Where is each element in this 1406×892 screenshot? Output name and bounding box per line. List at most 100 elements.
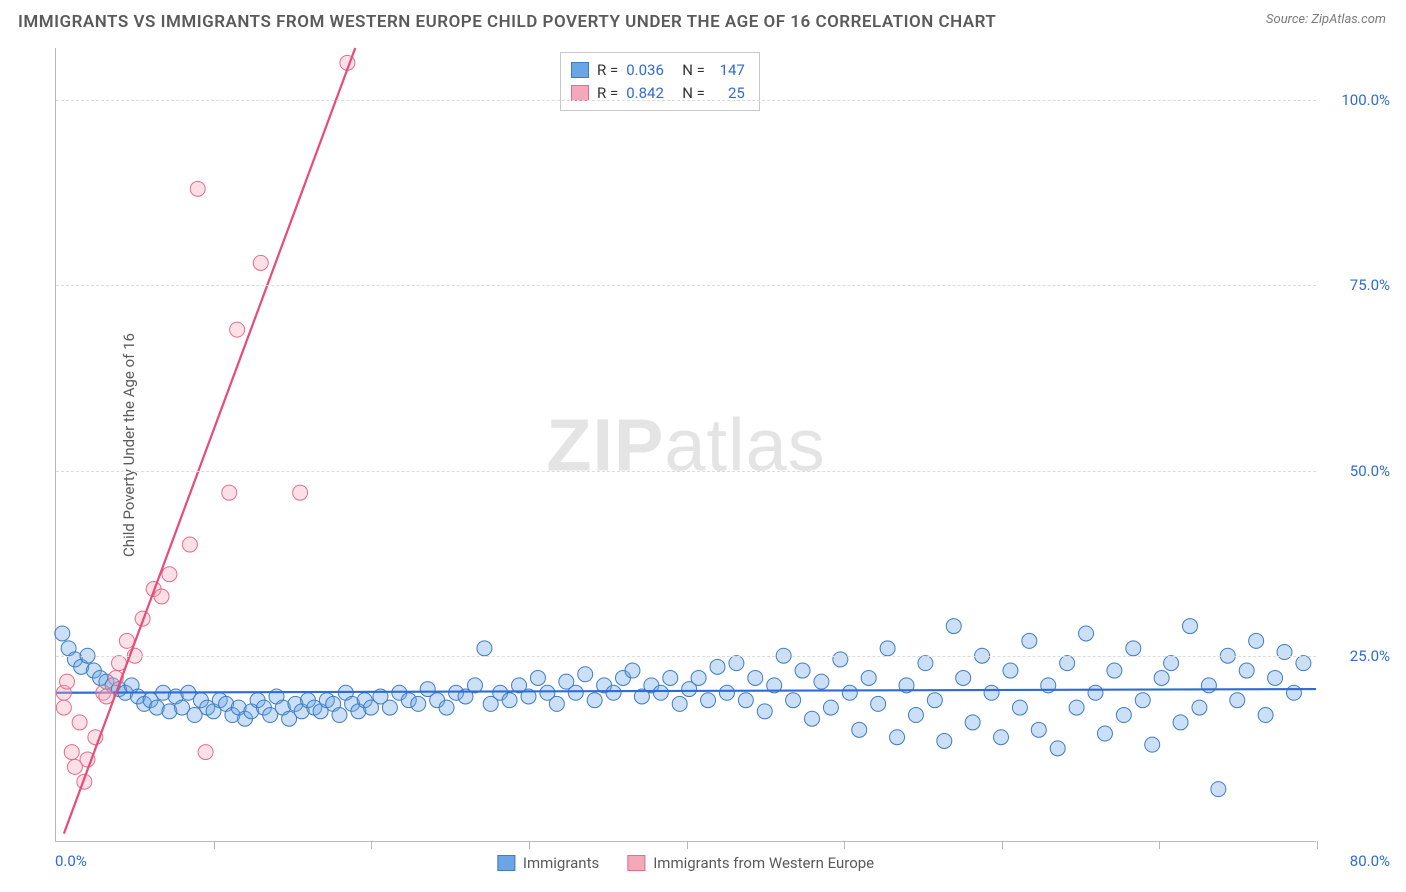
data-point xyxy=(382,700,397,715)
y-tick-label: 75.0% xyxy=(1326,276,1390,294)
data-point xyxy=(918,656,933,671)
data-point xyxy=(852,722,867,737)
data-point xyxy=(738,693,753,708)
data-point xyxy=(64,745,79,760)
y-tick-label: 25.0% xyxy=(1326,647,1390,665)
data-point xyxy=(230,322,245,337)
data-point xyxy=(222,485,237,500)
data-point xyxy=(1286,685,1301,700)
x-axis-min-label: 0.0% xyxy=(55,852,87,870)
data-point xyxy=(502,693,517,708)
x-tick xyxy=(687,841,688,849)
data-point xyxy=(1135,693,1150,708)
source-attribution: Source: ZipAtlas.com xyxy=(1266,12,1386,27)
data-point xyxy=(833,652,848,667)
data-point xyxy=(439,700,454,715)
data-point xyxy=(119,633,134,648)
legend-label: Immigrants from Western Europe xyxy=(653,854,874,872)
data-point xyxy=(1201,678,1216,693)
data-point xyxy=(965,715,980,730)
x-tick xyxy=(844,841,845,849)
data-point xyxy=(890,730,905,745)
data-point xyxy=(1164,656,1179,671)
data-point xyxy=(691,670,706,685)
x-tick xyxy=(1317,841,1318,849)
x-tick xyxy=(214,841,215,849)
data-point xyxy=(823,700,838,715)
legend-item: Immigrants xyxy=(497,854,599,872)
y-tick-label: 50.0% xyxy=(1326,462,1390,480)
data-point xyxy=(1031,722,1046,737)
data-point xyxy=(1249,633,1264,648)
data-point xyxy=(56,700,71,715)
data-point xyxy=(653,685,668,700)
legend-swatch xyxy=(497,855,515,871)
data-point xyxy=(549,696,564,711)
data-point xyxy=(198,745,213,760)
data-point xyxy=(1003,663,1018,678)
data-point xyxy=(72,715,87,730)
data-point xyxy=(663,670,678,685)
data-point xyxy=(1192,700,1207,715)
data-point xyxy=(994,730,1009,745)
legend-label: Immigrants xyxy=(523,854,599,872)
data-point xyxy=(293,485,308,500)
data-point xyxy=(1069,700,1084,715)
data-point xyxy=(1268,670,1283,685)
data-point xyxy=(1173,715,1188,730)
data-point xyxy=(1145,737,1160,752)
data-point xyxy=(411,696,426,711)
x-tick xyxy=(1159,841,1160,849)
data-point xyxy=(55,626,70,641)
data-point xyxy=(182,537,197,552)
data-point xyxy=(1088,685,1103,700)
data-point xyxy=(60,674,75,689)
chart-area: Child Poverty Under the Age of 16 ZIPatl… xyxy=(55,48,1316,842)
data-point xyxy=(1107,663,1122,678)
data-point xyxy=(477,641,492,656)
y-tick-label: 100.0% xyxy=(1326,91,1390,109)
data-point xyxy=(984,685,999,700)
data-point xyxy=(1239,663,1254,678)
data-point xyxy=(253,255,268,270)
data-point xyxy=(748,670,763,685)
scatter-svg xyxy=(56,48,1316,841)
x-tick xyxy=(1002,841,1003,849)
legend-item: Immigrants from Western Europe xyxy=(627,854,874,872)
chart-title: IMMIGRANTS VS IMMIGRANTS FROM WESTERN EU… xyxy=(18,12,996,32)
data-point xyxy=(578,667,593,682)
data-point xyxy=(1097,726,1112,741)
data-point xyxy=(701,693,716,708)
data-point xyxy=(861,670,876,685)
data-point xyxy=(672,696,687,711)
x-axis-max-label: 80.0% xyxy=(1326,852,1390,870)
data-point xyxy=(1116,708,1131,723)
data-point xyxy=(1126,641,1141,656)
x-tick xyxy=(371,841,372,849)
plot-region: ZIPatlas R =0.036N =147R =0.842N =25 25.… xyxy=(55,48,1316,842)
data-point xyxy=(332,708,347,723)
data-point xyxy=(1154,670,1169,685)
data-point xyxy=(729,656,744,671)
data-point xyxy=(1230,693,1245,708)
data-point xyxy=(871,696,886,711)
data-point xyxy=(908,708,923,723)
data-point xyxy=(154,589,169,604)
data-point xyxy=(625,663,640,678)
data-point xyxy=(190,181,205,196)
data-point xyxy=(937,733,952,748)
data-point xyxy=(1060,656,1075,671)
bottom-legend: Immigrants Immigrants from Western Europe xyxy=(497,854,874,872)
data-point xyxy=(1258,708,1273,723)
data-point xyxy=(786,693,801,708)
gridline xyxy=(56,285,1316,286)
data-point xyxy=(814,674,829,689)
data-point xyxy=(719,685,734,700)
data-point xyxy=(946,619,961,634)
data-point xyxy=(805,711,820,726)
legend-swatch xyxy=(627,855,645,871)
data-point xyxy=(1022,633,1037,648)
data-point xyxy=(162,567,177,582)
gridline xyxy=(56,656,1316,657)
data-point xyxy=(1012,700,1027,715)
